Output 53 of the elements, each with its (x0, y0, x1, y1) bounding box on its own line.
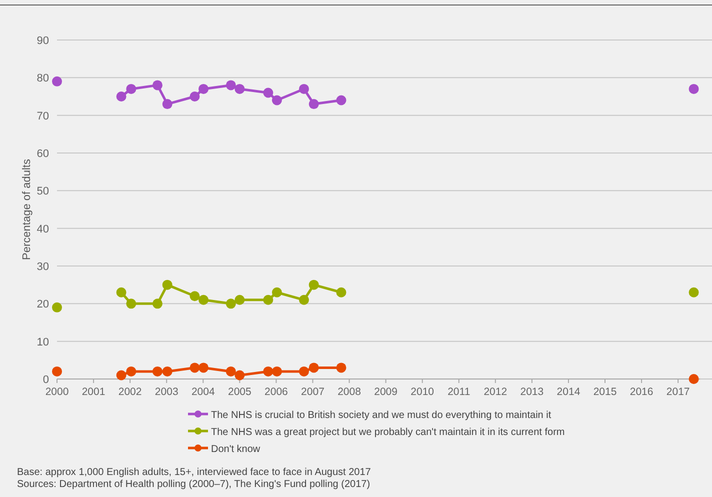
legend-label: The NHS was a great project but we probably can't maintain it in its current form (211, 427, 565, 438)
x-tick-label: 2000 (45, 386, 69, 398)
source-note: Sources: Department of Health polling (2000–7), The King's Fund polling (2017) (17, 479, 370, 490)
point (126, 366, 136, 376)
y-tick-label: 80 (36, 72, 49, 85)
x-tick-label: 2004 (191, 386, 215, 398)
y-axis-title: Percentage of adults (21, 158, 33, 260)
y-tick-label: 70 (36, 110, 49, 122)
x-tick-label: 2014 (556, 386, 580, 398)
x-tick-label: 2010 (410, 386, 434, 398)
x-tick-label: 2008 (338, 386, 362, 398)
y-tick-label: 40 (36, 223, 49, 236)
y-tick-label: 10 (36, 336, 49, 348)
point (263, 366, 274, 376)
legend-label: Don't know (211, 444, 261, 455)
y-tick-label: 90 (36, 35, 49, 47)
point (152, 366, 162, 376)
x-tick-label: 2015 (593, 386, 617, 398)
point (234, 370, 245, 380)
point (162, 366, 172, 376)
point (52, 302, 62, 312)
legend-label: The NHS is crucial to British society and we must do everything to maintain it (211, 410, 552, 421)
point (688, 287, 699, 298)
point (336, 362, 346, 373)
point (688, 84, 699, 94)
x-tick-label: 2001 (82, 386, 106, 398)
y-tick-label: 50 (36, 186, 49, 198)
y-tick-label: 60 (36, 148, 49, 160)
x-tick-label: 2013 (520, 386, 544, 398)
x-tick-label: 2005 (228, 386, 252, 398)
point (298, 366, 309, 376)
x-tick-label: 2016 (630, 386, 654, 398)
text: Base: approx 1,000 English adults, 15+, interviewed face to face in August 2017 (17, 467, 372, 478)
point (272, 366, 282, 376)
point (198, 362, 208, 373)
x-tick-label: 2006 (264, 386, 288, 398)
x-tick-label: 2003 (154, 386, 178, 398)
x-tick-label: 2002 (118, 386, 142, 398)
y-tick-label: 20 (36, 298, 49, 311)
point (190, 362, 200, 373)
y-tick-label: 30 (36, 261, 49, 273)
point (116, 370, 126, 380)
point (52, 366, 62, 376)
point (52, 76, 62, 86)
point (226, 366, 236, 376)
point (688, 374, 699, 384)
x-tick-label: 2009 (374, 386, 398, 398)
y-tick-label: 0 (42, 374, 49, 386)
point (308, 362, 319, 373)
x-tick-label: 2017 (666, 386, 690, 398)
x-tick-label: 2007 (301, 386, 325, 398)
x-tick-label: 2011 (448, 386, 470, 398)
x-tick-label: 2012 (484, 386, 508, 398)
